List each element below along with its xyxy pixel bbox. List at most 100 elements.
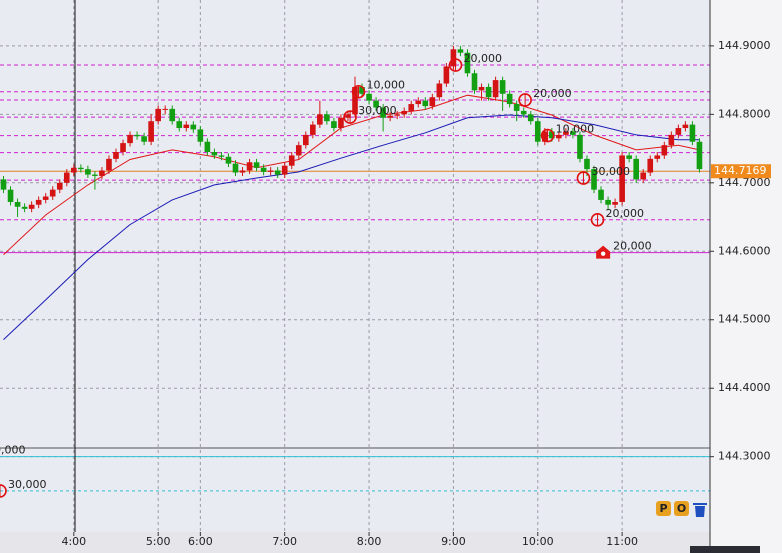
candle-body xyxy=(478,86,485,91)
candle-body xyxy=(436,83,443,98)
candle-body xyxy=(506,93,513,105)
last-price-box xyxy=(711,164,771,179)
y-tick-label: 144.3000 xyxy=(718,450,771,463)
moving-average xyxy=(3,114,700,340)
toolbar-button-label[interactable]: O xyxy=(677,502,686,515)
order-label: 10,000 xyxy=(556,123,595,136)
last-price-label: 144.7169 xyxy=(714,164,767,177)
orders: 10,000 30,000 20,000 20,000 10,000 30,000 20,0… xyxy=(0,52,652,498)
candle-body xyxy=(520,110,527,115)
candle-body xyxy=(464,52,471,74)
candle-body xyxy=(619,155,625,202)
candle-body xyxy=(570,131,576,135)
candle-body xyxy=(260,167,267,172)
order-label: 20,000 xyxy=(464,52,503,65)
x-tick-label: 4:00 xyxy=(61,535,86,548)
time-axis-background xyxy=(0,532,710,553)
toolbar-button-label[interactable]: P xyxy=(659,502,667,515)
x-tick-label: 8:00 xyxy=(357,535,382,548)
candle-body xyxy=(28,204,35,209)
candle-body xyxy=(246,162,253,171)
order-label: 0,000 xyxy=(0,444,25,457)
candle-body xyxy=(302,134,309,146)
candle-body xyxy=(99,170,105,176)
candle-body xyxy=(331,121,337,129)
stop-label: 20,000 xyxy=(613,240,652,253)
order-label: 30,000 xyxy=(591,165,630,178)
candle-body xyxy=(92,174,98,176)
candle-body xyxy=(485,86,492,98)
candle-body xyxy=(127,134,133,144)
candle-body xyxy=(239,170,246,173)
candle-body xyxy=(162,108,169,110)
candle-body xyxy=(612,201,618,205)
y-tick-label: 144.7000 xyxy=(718,176,771,189)
toolbar-button[interactable] xyxy=(674,501,689,516)
candle-body xyxy=(443,66,450,84)
x-tick-label: 7:00 xyxy=(272,535,297,548)
candle-body xyxy=(317,114,323,125)
y-tick-label: 144.5000 xyxy=(718,313,771,326)
candle-body xyxy=(647,158,654,173)
candle-body xyxy=(401,110,408,115)
candle-body xyxy=(176,121,183,129)
candle-body xyxy=(288,155,295,166)
candle-body xyxy=(598,189,604,200)
candle-body xyxy=(155,108,161,122)
x-tick-label: 5:00 xyxy=(146,535,171,548)
candle-body xyxy=(366,93,372,101)
toolbar-button[interactable] xyxy=(656,501,671,516)
candle-body xyxy=(675,128,682,135)
candle-body xyxy=(7,189,14,202)
candle-body xyxy=(218,155,225,157)
candle-body xyxy=(56,182,63,190)
order-label: 20,000 xyxy=(533,87,572,100)
candle-body xyxy=(78,167,84,170)
candle-body xyxy=(359,86,365,94)
x-tick-label: 10:00 xyxy=(522,535,554,548)
candle-body xyxy=(148,121,154,142)
candle-body xyxy=(14,201,21,207)
candle-body xyxy=(71,167,77,173)
order-label: 10,000 xyxy=(367,79,406,92)
candles xyxy=(0,45,703,218)
candle-body xyxy=(253,162,260,168)
candle-body xyxy=(310,124,316,135)
order-label: 30,000 xyxy=(358,104,397,117)
candle-body xyxy=(422,100,429,107)
candle-body xyxy=(668,134,675,146)
trash-button[interactable] xyxy=(693,503,707,517)
candle-body xyxy=(204,141,211,152)
scrollbar[interactable] xyxy=(690,546,760,553)
candle-body xyxy=(232,163,239,173)
candle-body xyxy=(85,169,91,175)
candle-body xyxy=(169,108,176,122)
candle-body xyxy=(682,124,689,129)
candle-body xyxy=(534,121,541,142)
candle-body xyxy=(190,124,197,130)
candle-body xyxy=(492,80,499,98)
order-marker[interactable] xyxy=(0,484,7,498)
candle-body xyxy=(429,97,436,107)
stop-marker-dot xyxy=(600,251,606,256)
candle-body xyxy=(197,129,204,142)
candle-body xyxy=(134,134,140,137)
candle-body xyxy=(267,170,274,172)
y-tick-label: 144.6000 xyxy=(718,244,771,257)
candle-body xyxy=(106,158,112,171)
candle-body xyxy=(183,124,190,129)
candle-body xyxy=(281,165,288,175)
candle-body xyxy=(373,100,379,108)
candle-body xyxy=(120,143,126,152)
candle-body xyxy=(605,199,611,205)
x-tick-label: 11:00 xyxy=(606,535,638,548)
x-tick-label: 6:00 xyxy=(188,535,213,548)
candle-body xyxy=(471,73,478,91)
candle-body xyxy=(42,196,49,200)
x-tick-label: 9:00 xyxy=(441,535,466,548)
price-axis-background xyxy=(710,0,782,553)
candle-body xyxy=(689,124,696,142)
candle-body xyxy=(633,158,639,180)
